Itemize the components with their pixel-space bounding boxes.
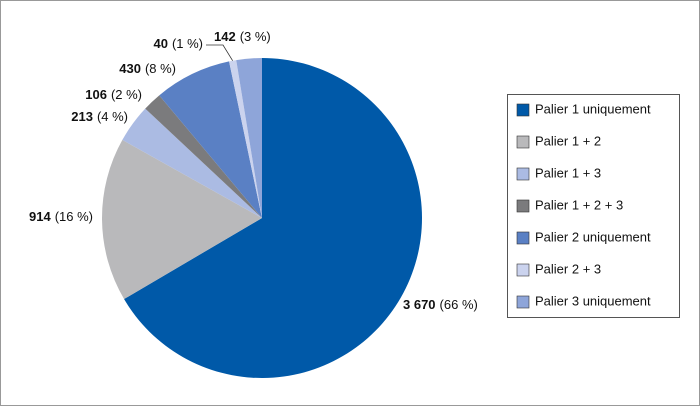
slice-value: 142 — [214, 29, 236, 44]
slice-label: 142 (3 %) — [214, 29, 271, 44]
slice-percent: (4 %) — [97, 109, 128, 124]
pie-slice — [159, 61, 262, 218]
legend-label: Palier 1 + 3 — [535, 165, 601, 180]
pie-slice — [145, 95, 262, 218]
slice-value: 40 — [153, 36, 167, 51]
legend-box — [507, 94, 680, 318]
legend-swatch — [516, 231, 530, 245]
slice-label: 213 (4 %) — [71, 109, 128, 124]
legend-swatch — [516, 167, 530, 181]
slice-percent: (3 %) — [240, 29, 271, 44]
legend-swatch — [516, 263, 530, 277]
slice-value: 213 — [71, 109, 93, 124]
pie-slice — [102, 139, 262, 300]
slice-label: 914 (16 %) — [29, 209, 93, 224]
slice-percent: (1 %) — [172, 36, 203, 51]
pie-slice — [122, 108, 263, 218]
slice-percent: (66 %) — [440, 297, 478, 312]
leader-line — [206, 44, 233, 61]
legend-swatch — [516, 135, 530, 149]
slice-value: 3 670 — [403, 297, 436, 312]
slice-label: 430 (8 %) — [119, 61, 176, 76]
pie-slice — [236, 58, 262, 218]
legend-label: Palier 1 + 2 — [535, 133, 601, 148]
legend-swatch — [516, 103, 530, 117]
legend-label: Palier 1 + 2 + 3 — [535, 197, 623, 212]
slice-label: 3 670 (66 %) — [403, 297, 478, 312]
slice-value: 430 — [119, 61, 141, 76]
slice-label: 40 (1 %) — [153, 36, 203, 51]
legend-swatch — [516, 295, 530, 309]
pie-slice — [124, 58, 422, 378]
legend-label: Palier 2 + 3 — [535, 261, 601, 276]
pie-slice — [229, 60, 262, 219]
slice-percent: (16 %) — [55, 209, 93, 224]
slice-value: 106 — [85, 87, 107, 102]
slice-percent: (2 %) — [111, 87, 142, 102]
slice-label: 106 (2 %) — [85, 87, 142, 102]
legend-label: Palier 3 uniquement — [535, 293, 651, 308]
legend-label: Palier 2 uniquement — [535, 229, 651, 244]
legend-label: Palier 1 uniquement — [535, 101, 651, 116]
legend-swatch — [516, 199, 530, 213]
slice-percent: (8 %) — [145, 61, 176, 76]
slice-value: 914 — [29, 209, 51, 224]
